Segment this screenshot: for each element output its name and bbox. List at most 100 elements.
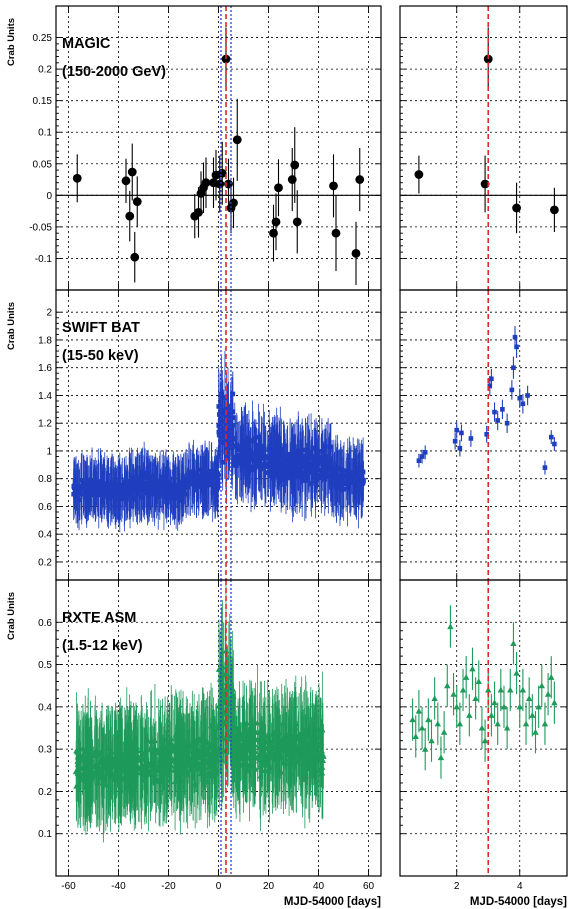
swift-bat-point	[341, 486, 346, 492]
rxte-asm-point	[497, 686, 505, 693]
rxte-asm-point	[131, 763, 139, 769]
swift-bat-point	[489, 376, 494, 382]
swift-bat-point	[223, 430, 228, 436]
rxte-asm-point	[160, 750, 167, 756]
rxte-asm-point	[298, 755, 305, 762]
x-tick-label: 60	[363, 881, 375, 892]
swift-bat-point	[253, 459, 259, 465]
y-tick-label: 0.05	[33, 159, 53, 170]
rxte-asm-point	[541, 720, 549, 727]
swift-bat-point	[211, 485, 217, 490]
swift-bat-point	[268, 463, 274, 468]
swift-bat-point	[169, 492, 174, 498]
swift-bat-point	[238, 459, 243, 464]
swift-bat-point	[492, 409, 497, 415]
y-tick-label: 0.2	[38, 557, 52, 568]
rxte-asm-point	[266, 764, 273, 771]
swift-bat-point	[514, 344, 519, 350]
swift-bat-point	[101, 481, 106, 486]
magic-point	[274, 183, 283, 193]
magic-point	[72, 173, 82, 183]
swift-bat-point	[151, 482, 157, 488]
swift-bat-point	[552, 441, 557, 447]
swift-bat-point	[294, 471, 300, 476]
rxte-asm-point	[190, 762, 197, 769]
rxte-asm-point	[288, 738, 295, 745]
rxte-asm-point	[280, 738, 287, 744]
swift-bat-point	[353, 477, 359, 482]
swift-bat-point	[454, 427, 460, 433]
y-tick-label: -0.05	[29, 222, 52, 233]
swift-bat-point	[500, 407, 505, 412]
rxte-asm-point	[306, 742, 314, 749]
swift-bat-point	[272, 454, 278, 460]
swift-bat-point	[270, 457, 275, 463]
swift-bat-point	[241, 448, 246, 454]
swift-bat-point	[422, 450, 428, 455]
swift-bat-point	[73, 494, 78, 500]
swift-bat-point	[285, 460, 290, 465]
swift-bat-point	[161, 494, 167, 499]
rxte-asm-point	[242, 763, 249, 769]
swift-bat-point	[198, 473, 204, 479]
magic-point	[331, 228, 341, 238]
swift-bat-point	[228, 410, 233, 416]
swift-bat-point	[92, 486, 97, 491]
x-axis-label-left: MJD-54000 [days]	[284, 896, 381, 908]
swift-bat-point	[172, 492, 177, 498]
swift-bat-point	[105, 489, 110, 494]
swift-bat-point	[252, 436, 257, 441]
swift-bat-point	[232, 436, 238, 441]
swift-bat-point	[124, 490, 130, 495]
swift-bat-point	[98, 492, 103, 498]
swift-bat-point	[309, 466, 315, 471]
y-axis-label: Crab Units	[6, 18, 17, 66]
swift-bat-point	[275, 454, 280, 459]
swift-bat-point	[333, 485, 339, 490]
rxte-asm-point	[189, 743, 196, 750]
swift-bat-point	[517, 395, 523, 401]
swift-bat-point	[149, 473, 155, 479]
swift-bat-point	[176, 486, 181, 492]
rxte-asm-point	[156, 745, 163, 752]
rxte-asm-point	[283, 744, 290, 750]
y-tick-label: 0.3	[38, 745, 52, 756]
swift-bat-point	[300, 459, 306, 465]
rxte-asm-point	[456, 720, 464, 727]
rxte-asm-point	[246, 723, 254, 730]
y-tick-label: 0.5	[38, 660, 52, 671]
swift-bat-point	[256, 443, 262, 449]
swift-bat-point	[275, 465, 281, 470]
rxte-asm-point	[494, 720, 501, 727]
swift-bat-point	[226, 406, 231, 411]
swift-bat-point	[190, 473, 196, 478]
swift-bat-point	[356, 467, 362, 473]
swift-bat-point	[332, 481, 338, 486]
swift-bat-point	[225, 412, 231, 417]
x-tick-label: 20	[263, 881, 275, 892]
magic-point	[221, 54, 231, 64]
swift-bat-point	[281, 453, 286, 459]
swift-bat-point	[525, 393, 530, 398]
swift-bat-point	[335, 475, 341, 481]
swift-bat-point	[220, 459, 225, 465]
rxte-asm-point	[431, 695, 438, 701]
rxte-asm-point	[237, 748, 245, 755]
swift-bat-point	[248, 448, 253, 454]
rxte-asm-point	[297, 738, 304, 745]
rxte-asm-point	[478, 724, 486, 731]
swift-bat-point	[81, 491, 86, 497]
swift-bat-point	[140, 476, 145, 482]
rxte-asm-point	[538, 682, 545, 689]
magic-point	[217, 168, 227, 178]
magic-point	[215, 179, 225, 189]
rxte-asm-point	[466, 712, 473, 718]
swift-bat-point	[282, 458, 287, 463]
swift-bat-point	[101, 486, 107, 492]
rxte-asm-point	[122, 753, 129, 760]
swift-bat-point	[274, 440, 279, 445]
swift-bat-point	[206, 472, 211, 477]
swift-bat-point	[252, 464, 258, 470]
magic-point	[549, 205, 559, 215]
rxte-asm-point	[532, 729, 539, 735]
